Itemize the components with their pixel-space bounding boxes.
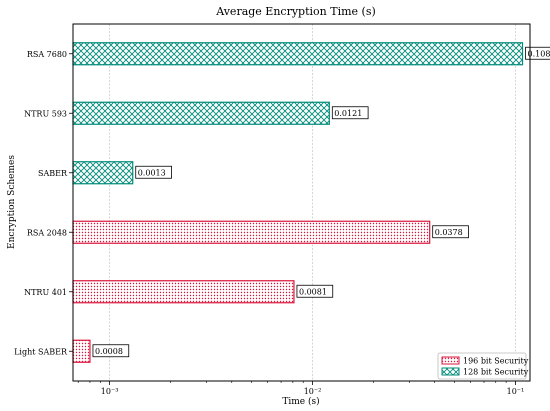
y-tick-label: SABER <box>38 169 68 178</box>
bar <box>72 280 295 304</box>
value-label: 0.1084 <box>528 50 550 59</box>
legend-frame <box>437 352 527 380</box>
value-label: 0.0081 <box>299 288 327 297</box>
y-tick-label: NTRU 593 <box>24 109 67 118</box>
chart-title: Average Encryption Time (s) <box>215 5 376 18</box>
y-tick-labels: RSA 7680 NTRU 593 SABER RSA 2048 NTRU 401 Lig… <box>14 50 73 356</box>
value-label: 0.0121 <box>334 109 362 118</box>
y-axis-label: Encryption Schemes <box>7 155 17 249</box>
legend-label-128: 128 bit Security <box>463 368 529 377</box>
legend: 196 bit Security 128 bit Security <box>437 352 529 380</box>
legend-swatch-196 <box>441 356 460 365</box>
bar <box>72 220 431 244</box>
value-label: 0.0013 <box>138 169 166 178</box>
x-tick-label: 10⁻¹ <box>507 387 525 396</box>
x-gridlines <box>109 24 516 381</box>
value-label-box <box>331 106 369 120</box>
y-tick-label: NTRU 401 <box>24 288 67 297</box>
y-tick-label: Light SABER <box>14 347 68 356</box>
y-tick-label: RSA 7680 <box>27 50 67 59</box>
value-label-box <box>525 46 550 60</box>
value-label-box <box>92 344 130 358</box>
legend-swatch-128 <box>441 367 460 376</box>
x-tick-label: 10⁻³ <box>101 387 119 396</box>
bars: 0.1084 0.0121 0.0013 0.0378 0.0081 0.0008 <box>72 42 550 363</box>
value-label: 0.0008 <box>95 347 123 356</box>
value-label: 0.0378 <box>435 228 463 237</box>
value-label-box <box>135 165 172 179</box>
legend-label-196: 196 bit Security <box>463 357 529 366</box>
bar <box>72 101 330 125</box>
plot-frame <box>72 23 531 382</box>
y-tick-label: RSA 2048 <box>27 228 67 237</box>
x-tick-label: 10⁻² <box>304 387 322 396</box>
bar <box>72 161 134 185</box>
x-axis-label: Time (s) <box>282 396 319 407</box>
value-label-box <box>432 225 469 239</box>
x-ticks: 10⁻³ 10⁻² 10⁻¹ <box>77 381 525 396</box>
value-label-box <box>296 284 334 298</box>
bar <box>72 42 524 66</box>
bar <box>72 339 91 363</box>
